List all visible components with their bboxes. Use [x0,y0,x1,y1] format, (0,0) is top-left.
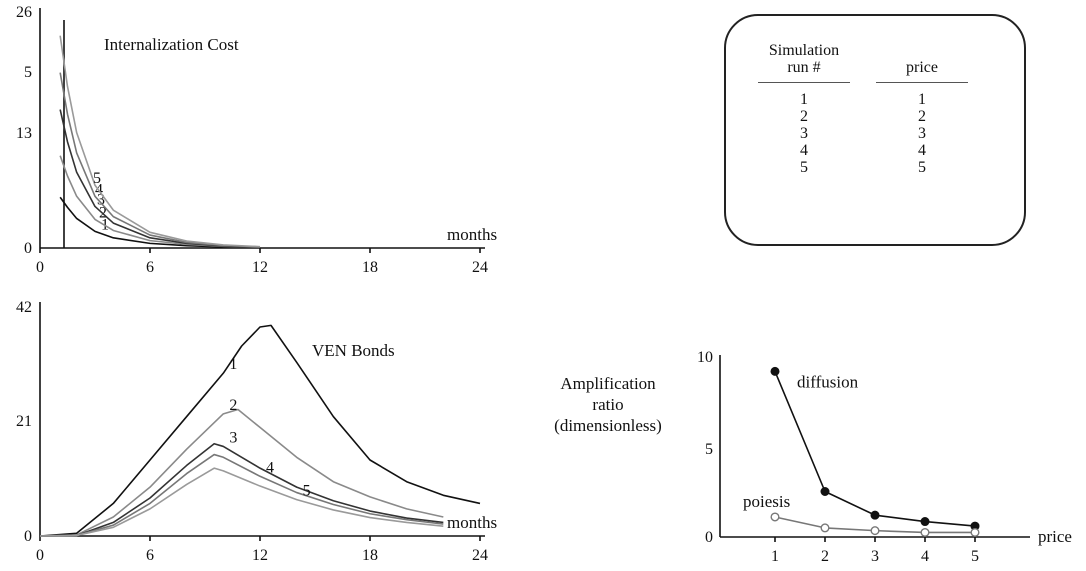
x-tick-label: 12 [252,547,268,564]
x-tick-label: 4 [921,548,929,565]
series-label: 4 [266,459,274,476]
series-line-diffusion [774,371,976,527]
y-tick-label: 10 [697,349,713,366]
chart-title: VEN Bonds [312,341,395,360]
series-line-3 [39,442,444,537]
price-value: 3 [918,125,926,142]
poiesis-point [770,512,780,522]
diffusion-point [770,366,780,376]
internalization-cost-chart: Internalization Cost months 26 5 13 0 0 6… [16,4,497,276]
series-label: diffusion [797,372,859,391]
series-line-5 [39,467,444,537]
x-tick-label: 24 [472,547,488,564]
price-value: 5 [918,159,926,176]
run-value: 3 [800,125,808,142]
y-tick-label: 0 [24,240,32,257]
x-tick-label: 6 [146,259,154,276]
chart-title: Internalization Cost [104,35,239,54]
x-axis-label: price [1038,527,1072,546]
x-tick-label: 5 [971,548,979,565]
y-axis-label-line: ratio [592,395,623,414]
poiesis-point [970,527,980,537]
run-column-header: Simulation [768,42,840,59]
x-tick-label: 18 [362,259,378,276]
x-tick-label: 24 [472,259,488,276]
simulation-table: Simulation run # 1 2 3 4 5 price 1 2 3 4… [724,14,1026,246]
poiesis-point [820,523,830,533]
x-axis-label: months [447,225,497,244]
series-line-1 [39,324,481,537]
run-value: 4 [800,142,808,159]
diffusion-point [870,510,880,520]
series-line-2 [39,408,444,537]
series-label: 1 [229,356,237,373]
y-tick-label: 0 [705,529,713,546]
run-value: 5 [800,159,808,176]
price-value: 4 [918,142,926,159]
x-tick-label: 12 [252,259,268,276]
series-line-4 [59,72,261,248]
poiesis-point [920,527,930,537]
header-rule [876,82,968,83]
x-tick-label: 0 [36,547,44,564]
x-tick-label: 3 [871,548,879,565]
x-tick-label: 18 [362,547,378,564]
diffusion-point [820,487,830,497]
series-label: 5 [93,170,101,187]
run-column-header: run # [787,59,821,76]
run-value: 1 [800,91,808,108]
price-column: price 1 2 3 4 5 [874,59,970,176]
series-label: 3 [97,191,105,208]
series-label: poiesis [743,492,790,511]
y-tick-label: 0 [24,528,32,545]
x-tick-label: 6 [146,547,154,564]
series-line-3 [59,109,261,248]
poiesis-point [870,526,880,536]
series-line-1 [59,196,261,249]
y-tick-label: 5 [24,64,32,81]
y-tick-label: 21 [16,413,32,430]
y-tick-label: 26 [16,4,32,21]
x-tick-label: 1 [771,548,779,565]
x-tick-label: 2 [821,548,829,565]
series-label: 5 [303,483,311,500]
series-line-5 [59,35,261,248]
y-tick-label: 5 [705,441,713,458]
y-axis-label-line: (dimensionless) [554,416,662,435]
y-axis-label-line: Amplification [560,374,656,393]
y-tick-label: 13 [16,125,32,142]
series-label: 2 [229,397,237,414]
price-value: 1 [918,91,926,108]
series-line-4 [39,453,444,537]
series-label: 3 [229,429,237,446]
price-column-header: price [906,59,938,76]
amplification-ratio-chart: Amplification ratio (dimensionless) pric… [554,349,1072,565]
price-value: 2 [918,108,926,125]
y-tick-label: 42 [16,299,32,316]
run-value: 2 [800,108,808,125]
x-tick-label: 0 [36,259,44,276]
run-column: Simulation run # 1 2 3 4 5 [750,42,858,176]
header-rule [758,82,850,83]
diffusion-point [920,517,930,527]
x-axis-label: months [447,513,497,532]
